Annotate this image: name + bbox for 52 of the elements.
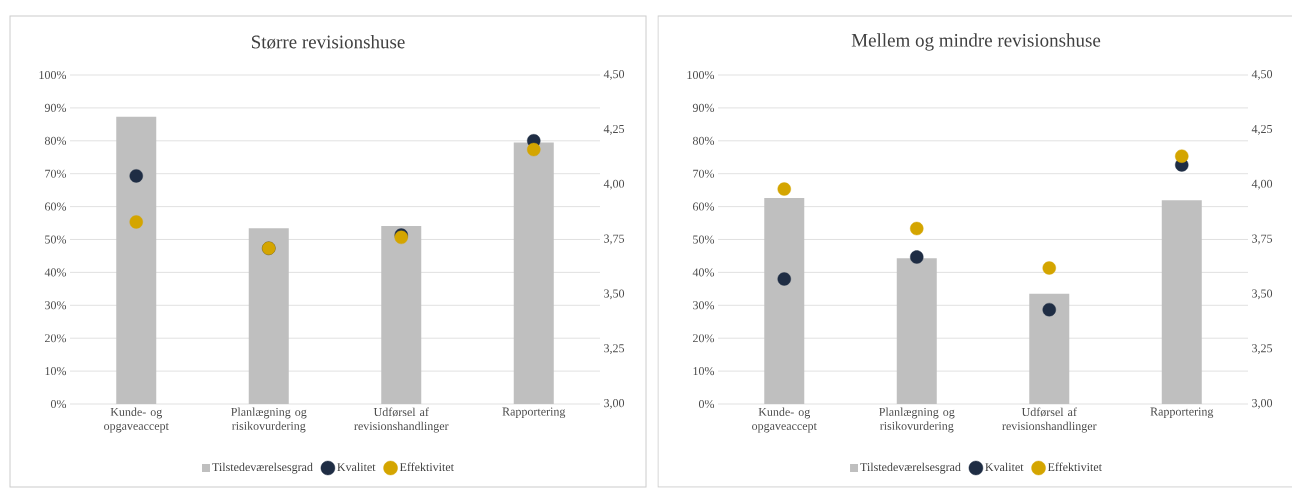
- y-tick-label: 80%: [692, 136, 715, 145]
- y-tick-label: 40%: [44, 268, 67, 277]
- y2-tick-label: 3,25: [1252, 344, 1273, 355]
- y2-tick-label: 4,00: [603, 179, 625, 190]
- x-tick-label: Kunde- og opgaveaccept: [752, 407, 817, 433]
- legend-label: Tilstedeværelsesgrad: [860, 462, 961, 474]
- y-tick-label: 40%: [692, 268, 715, 277]
- y-tick-label: 70%: [45, 169, 67, 178]
- y-tick-label: 50%: [45, 235, 67, 244]
- legend-label: Kvalitet: [985, 462, 1024, 472]
- legend-label: Tilstedeværelsesgrad: [212, 462, 313, 474]
- x-tick-label: Udførsel af revisionshandlinger: [354, 407, 449, 433]
- y-tick-label: 0%: [698, 399, 715, 409]
- y-tick-label: 90%: [44, 103, 67, 112]
- y2-tick-label: 3,00: [1252, 399, 1273, 409]
- y2-tick-label: 3,75: [1252, 234, 1273, 245]
- y-tick-label: 100%: [39, 70, 67, 80]
- chart-title: Større revisionshuse: [251, 35, 405, 49]
- y2-tick-label: 4,50: [603, 70, 625, 80]
- y-tick-label: 10%: [45, 367, 67, 376]
- y-tick-label: 30%: [45, 301, 67, 310]
- y-tick-label: 60%: [44, 202, 67, 211]
- y-tick-label: 0%: [50, 399, 67, 409]
- y2-tick-label: 3,50: [1252, 289, 1273, 300]
- x-tick-label: Kunde- og opgaveaccept: [104, 407, 169, 433]
- y2-tick-label: 4,25: [1251, 124, 1273, 135]
- y-tick-label: 70%: [693, 169, 715, 178]
- y-tick-label: 90%: [692, 103, 715, 112]
- y-tick-label: 10%: [693, 367, 715, 376]
- y-tick-label: 30%: [693, 301, 715, 310]
- x-tick-label: Rapportering: [502, 407, 566, 419]
- x-tick-label: Udførsel af revisionshandlinger: [1002, 407, 1097, 433]
- y2-tick-label: 3,50: [604, 289, 625, 300]
- legend-label: Effektivitet: [1047, 462, 1102, 472]
- x-tick-label: Planlægning og risikovurdering: [879, 407, 955, 433]
- legend-label: Effektivitet: [399, 462, 454, 472]
- y-tick-label: 100%: [687, 70, 715, 80]
- y-tick-label: 60%: [693, 202, 715, 211]
- y2-tick-label: 4,00: [1251, 179, 1273, 190]
- y2-tick-label: 4,25: [603, 124, 625, 135]
- y2-tick-label: 3,75: [604, 234, 625, 245]
- y-tick-label: 20%: [693, 334, 715, 343]
- y-tick-label: 50%: [693, 235, 715, 244]
- x-tick-label: Rapportering: [1150, 407, 1214, 419]
- legend-label: Kvalitet: [337, 462, 376, 472]
- x-tick-label: Planlægning og risikovurdering: [231, 407, 307, 433]
- y2-tick-label: 3,25: [604, 344, 625, 355]
- y-tick-label: 80%: [44, 136, 67, 145]
- y2-tick-label: 3,00: [604, 399, 625, 409]
- y2-tick-label: 4,50: [1251, 70, 1273, 80]
- chart-title: Mellem og mindre revisionshuse: [851, 33, 1101, 51]
- y-tick-label: 20%: [45, 334, 67, 343]
